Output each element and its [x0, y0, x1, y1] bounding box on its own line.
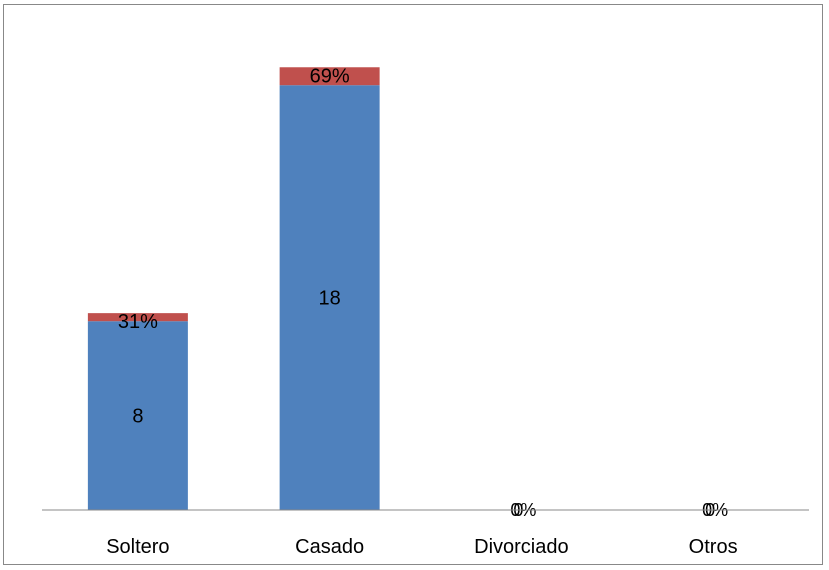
data-label-soltero-count: 8: [132, 406, 143, 428]
bar-soltero-percent: [87, 313, 188, 322]
bar-casado-count: [279, 85, 380, 510]
bar-casado-percent: [279, 67, 380, 86]
bars-layer: [87, 67, 380, 510]
data-label-soltero-percent: 31%: [118, 311, 158, 333]
x-tick-label-otros: Otros: [689, 536, 738, 558]
bar-soltero-count: [87, 321, 188, 510]
x-tick-label-soltero: Soltero: [106, 536, 169, 558]
x-tick-label-casado: Casado: [295, 536, 364, 558]
data-label-casado-count: 18: [319, 288, 341, 310]
x-tick-label-divorciado: Divorciado: [474, 536, 568, 558]
tick-labels-layer: Soltero Casado Divorciado Otros: [106, 536, 737, 558]
data-label-casado-percent: 69%: [310, 65, 350, 87]
